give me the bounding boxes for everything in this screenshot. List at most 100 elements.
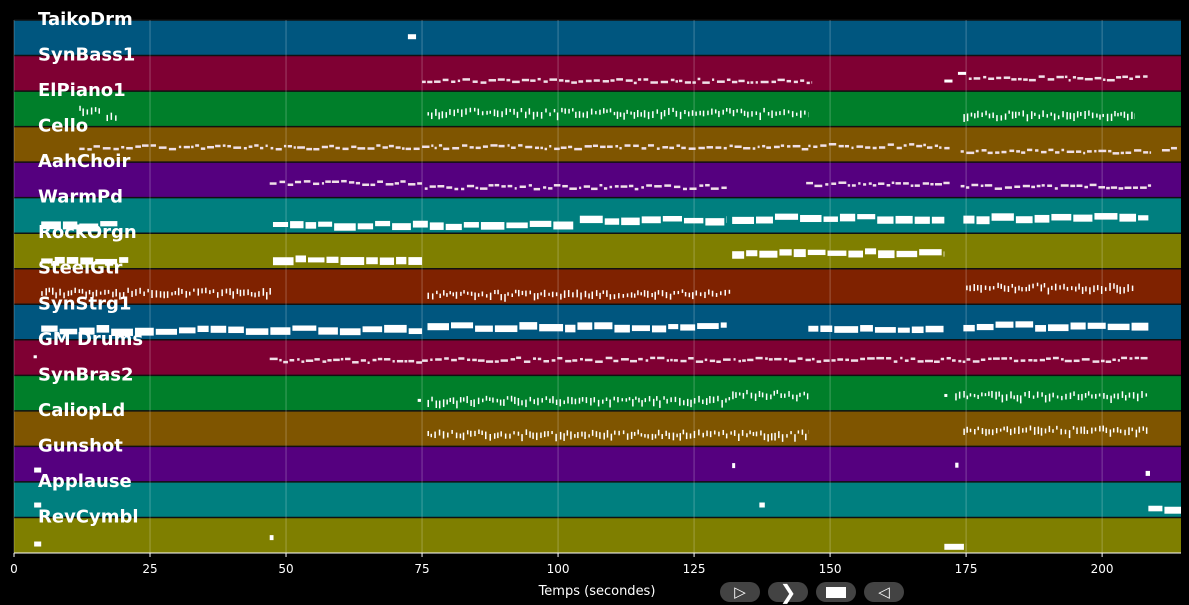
- note: [1094, 213, 1118, 220]
- track-label: SynBras2: [38, 364, 134, 385]
- note: [434, 80, 441, 83]
- note: [480, 81, 487, 84]
- note: [738, 359, 742, 363]
- note: [578, 80, 584, 83]
- note: [827, 250, 847, 256]
- note: [111, 328, 133, 336]
- note: [663, 396, 665, 400]
- note: [756, 216, 773, 224]
- note: [595, 110, 597, 115]
- note: [155, 328, 178, 335]
- note: [568, 145, 573, 149]
- note: [283, 144, 287, 148]
- note: [481, 111, 484, 116]
- note: [427, 292, 429, 299]
- note: [676, 144, 681, 147]
- note: [493, 109, 496, 117]
- note: [860, 325, 873, 332]
- note: [922, 182, 930, 185]
- note: [1124, 186, 1132, 190]
- note: [1078, 283, 1080, 290]
- rewind-button[interactable]: ▷: [720, 582, 760, 602]
- note: [577, 322, 593, 330]
- note: [503, 399, 505, 406]
- note: [532, 111, 535, 120]
- note: [454, 187, 459, 191]
- note: [265, 144, 268, 148]
- note: [698, 395, 700, 403]
- note: [702, 432, 704, 438]
- note: [1008, 110, 1010, 114]
- track-label: TaikoDrm: [38, 9, 133, 30]
- note: [571, 81, 577, 84]
- note: [547, 431, 549, 437]
- note: [618, 293, 620, 299]
- note: [705, 398, 708, 405]
- note: [791, 111, 794, 118]
- note: [789, 359, 796, 363]
- note: [707, 110, 709, 116]
- note: [506, 396, 509, 400]
- note: [115, 115, 117, 121]
- note: [619, 112, 622, 117]
- note: [648, 396, 651, 402]
- stop-button[interactable]: [816, 582, 856, 602]
- note: [270, 327, 291, 335]
- play-button[interactable]: ❯: [768, 580, 808, 604]
- note: [897, 327, 910, 333]
- note: [442, 399, 445, 408]
- note: [1052, 429, 1054, 433]
- note: [400, 180, 406, 183]
- note: [677, 290, 680, 295]
- note: [233, 146, 242, 149]
- note: [654, 185, 662, 188]
- note: [1147, 184, 1152, 187]
- note: [823, 359, 830, 362]
- note: [702, 81, 710, 84]
- note: [872, 184, 877, 187]
- note: [193, 288, 195, 292]
- track-notes-synstrg1: [41, 321, 1149, 336]
- note: [996, 115, 998, 122]
- note: [1116, 284, 1118, 293]
- note: [831, 359, 836, 362]
- note: [516, 356, 522, 360]
- note: [422, 145, 430, 149]
- note: [988, 77, 995, 81]
- note: [1129, 77, 1133, 80]
- note: [1061, 148, 1065, 152]
- note: [602, 290, 605, 294]
- track-notes-caliopld: [427, 425, 1148, 442]
- note: [451, 358, 457, 362]
- note: [741, 429, 744, 436]
- note: [787, 145, 791, 148]
- forward-button[interactable]: ◁: [864, 582, 904, 602]
- note: [966, 358, 971, 361]
- note: [70, 290, 73, 296]
- track-notes-synbass1: [422, 71, 1148, 85]
- note: [78, 289, 81, 294]
- note: [572, 359, 578, 362]
- note: [633, 293, 636, 298]
- note: [434, 146, 437, 150]
- note: [988, 113, 991, 119]
- note: [1135, 429, 1138, 438]
- track-row: [14, 339, 1181, 376]
- note: [1068, 79, 1071, 82]
- note: [723, 358, 731, 361]
- note: [85, 291, 87, 299]
- note: [121, 145, 125, 149]
- note: [666, 398, 668, 404]
- note: [831, 182, 837, 185]
- note: [969, 393, 972, 397]
- note: [724, 289, 726, 296]
- note: [638, 357, 643, 361]
- note: [647, 434, 649, 439]
- note: [1077, 77, 1084, 80]
- note: [1083, 151, 1086, 155]
- note: [771, 110, 773, 118]
- note: [488, 184, 494, 187]
- note: [656, 147, 660, 150]
- note: [1073, 113, 1075, 122]
- note: [528, 108, 531, 115]
